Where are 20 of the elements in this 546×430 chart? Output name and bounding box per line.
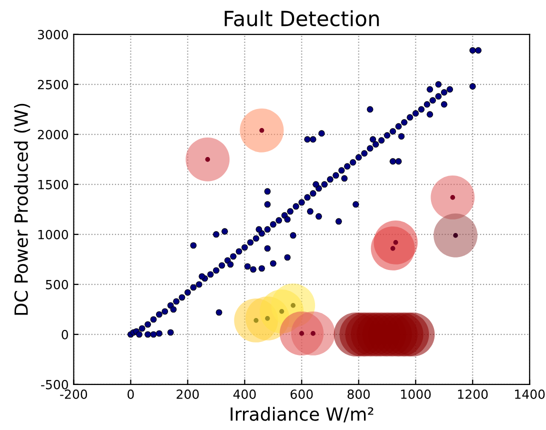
x-tick-label: 1000 <box>401 390 431 399</box>
y-tick-label: 3000 <box>38 30 68 40</box>
chart-title: Fault Detection <box>224 10 379 26</box>
x-tick-label: 800 <box>348 390 370 399</box>
x-tick-label: 1400 <box>515 390 545 399</box>
y-tick-label: 2000 <box>38 130 68 140</box>
x-tick-label: -200 <box>60 390 88 399</box>
x-tick-label: 0 <box>128 390 134 399</box>
x-tick-label: 1200 <box>458 390 488 399</box>
y-tick-label: 0 <box>62 330 68 340</box>
x-axis-title: Irradiance W/m² <box>230 406 374 422</box>
x-tick-label: 200 <box>176 390 199 399</box>
y-tick-label: 1500 <box>38 180 68 190</box>
y-tick-label: 500 <box>46 280 68 290</box>
y-tick-label: 1000 <box>38 230 68 240</box>
x-tick-label: 600 <box>290 390 313 399</box>
x-tick-label: 400 <box>233 390 256 399</box>
y-axis-title: DC Power Produced (W) <box>14 104 30 315</box>
y-tick-label: -500 <box>41 380 68 390</box>
y-tick-label: 2500 <box>38 80 68 90</box>
